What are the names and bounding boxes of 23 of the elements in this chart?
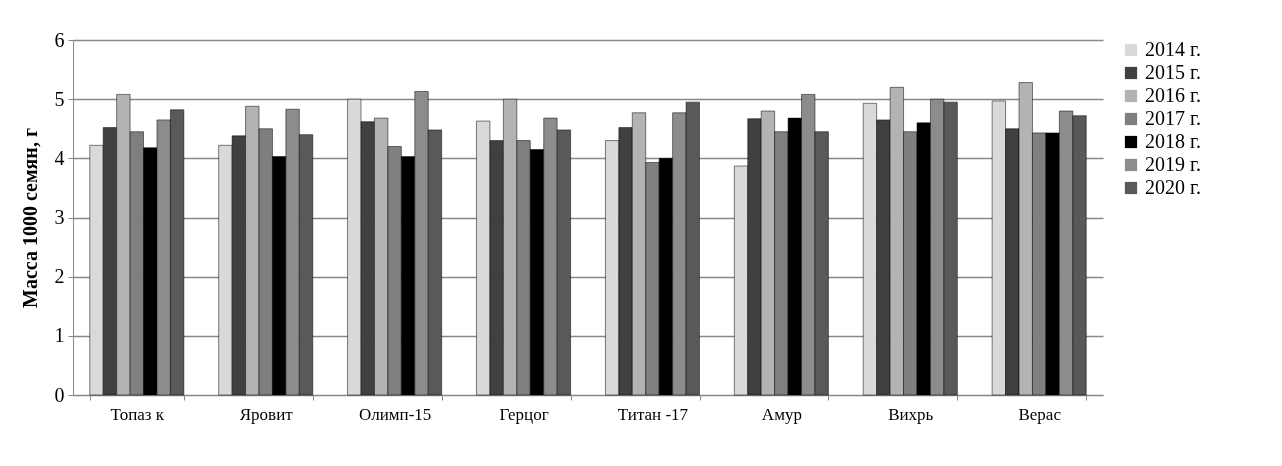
x-tick-label: Топаз к	[110, 404, 165, 424]
y-tick-label: 5	[54, 87, 65, 110]
y-tick-label: 2	[54, 265, 65, 288]
x-tick-label: Верас	[1018, 404, 1062, 424]
x-tick-label: Герцог	[499, 404, 549, 424]
y-tick-label: 6	[54, 28, 65, 51]
x-tick-label: Амур	[761, 404, 802, 424]
y-tick-label: 3	[54, 206, 65, 228]
x-tick-label: Вихрь	[888, 404, 934, 424]
y-tick-label: 0	[54, 383, 65, 406]
y-axis-title: Масса 1000 семян, г	[18, 128, 41, 308]
legend-label: 2017 г.	[1145, 107, 1201, 129]
x-tick-label: Олимп-15	[358, 404, 432, 424]
legend-label: 2019 г.	[1145, 153, 1201, 175]
y-tick-label: 1	[54, 324, 65, 347]
legend-label: 2016 г.	[1145, 84, 1201, 106]
x-tick-label: Титан -17	[617, 404, 689, 424]
legend-label: 2020 г.	[1145, 176, 1201, 198]
y-tick-label: 4	[54, 146, 65, 169]
x-tick-label: Яровит	[239, 404, 294, 424]
legend-label: 2015 г.	[1145, 61, 1201, 83]
legend-label: 2018 г.	[1145, 130, 1201, 152]
legend-label: 2014 г.	[1145, 38, 1201, 60]
